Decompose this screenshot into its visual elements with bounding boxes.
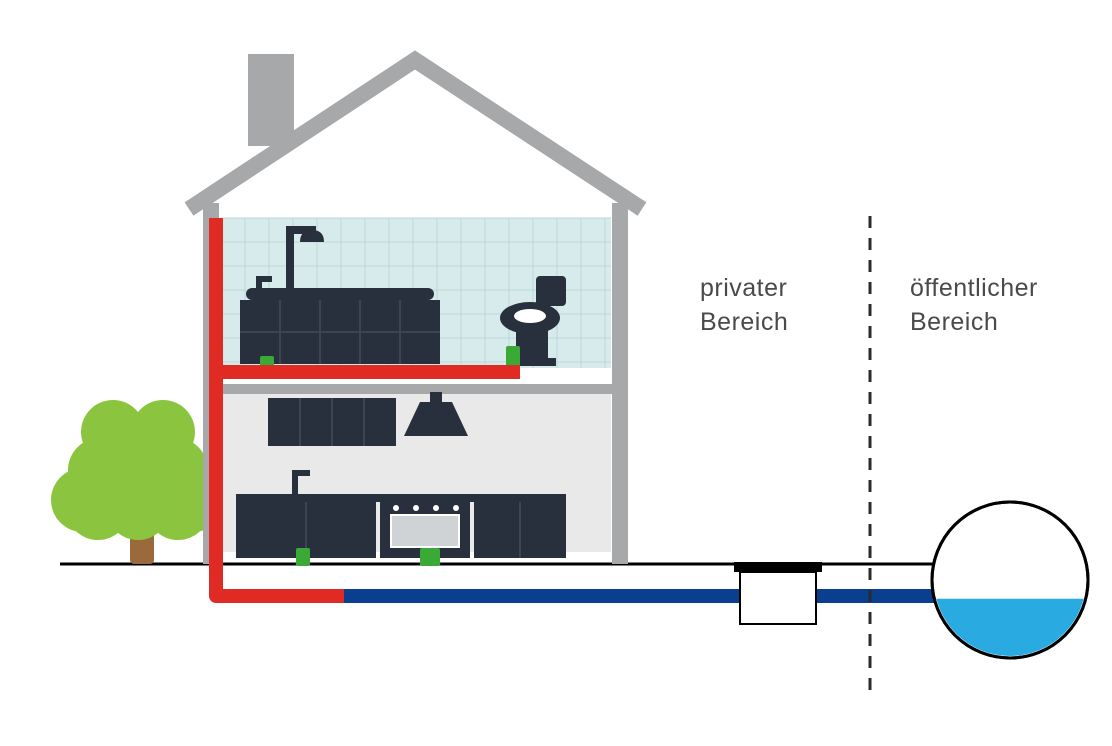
label-public-l1: öffentlicher xyxy=(910,274,1038,302)
sewer-water xyxy=(932,599,1088,658)
chimney-icon xyxy=(248,54,294,146)
toilet-tank-icon xyxy=(536,276,566,306)
inspection-chamber xyxy=(740,572,816,624)
inspection-lid xyxy=(734,562,822,572)
countertop xyxy=(236,494,566,502)
label-private-l1: privater xyxy=(700,274,787,302)
shower-icon xyxy=(286,226,294,292)
drain-stub-3 xyxy=(420,548,440,566)
label-public: öffentlicher Bereich xyxy=(910,272,1038,340)
floor-divider xyxy=(203,384,628,394)
label-private-l2: Bereich xyxy=(700,308,788,336)
drain-stub-2 xyxy=(296,548,310,566)
wall-right xyxy=(612,203,628,564)
tree-foliage-icon xyxy=(51,400,225,540)
label-public-l2: Bereich xyxy=(910,308,998,336)
label-private: privater Bereich xyxy=(700,272,788,340)
